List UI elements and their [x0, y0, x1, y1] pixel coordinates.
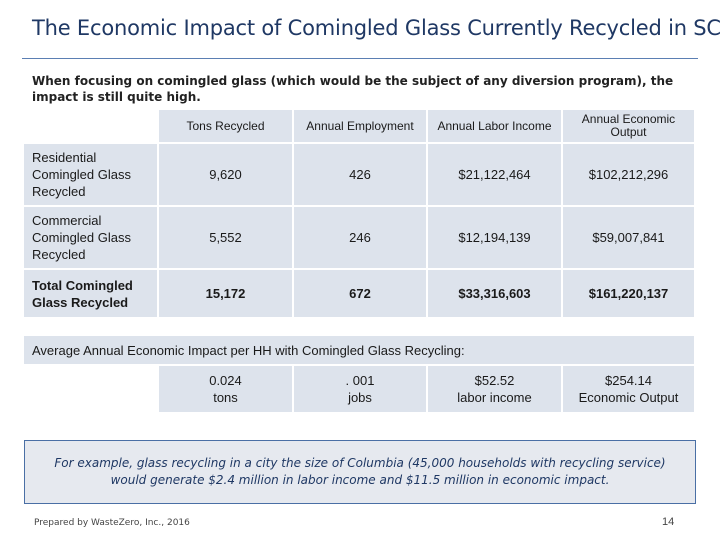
avg-labor-income-value: $52.52 — [474, 373, 515, 388]
avg-tons: 0.024 tons — [159, 366, 292, 412]
residential-economic-output: $102,212,296 — [563, 144, 694, 205]
commercial-economic-output: $59,007,841 — [563, 207, 694, 268]
callout-text: For example, glass recycling in a city t… — [54, 456, 666, 487]
avg-tons-unit: tons — [213, 390, 238, 405]
header-annual-labor-income: Annual Labor Income — [428, 110, 561, 142]
commercial-employment: 246 — [294, 207, 426, 268]
avg-economic-output: $254.14 Economic Output — [563, 366, 694, 412]
average-impact-banner: Average Annual Economic Impact per HH wi… — [24, 336, 694, 364]
footer-credit: Prepared by WasteZero, Inc., 2016 — [34, 518, 190, 528]
row-label-residential: Residential Comingled Glass Recycled — [24, 144, 157, 205]
avg-labor-income-unit: labor income — [457, 390, 532, 405]
commercial-labor-income: $12,194,139 — [428, 207, 561, 268]
header-tons-recycled: Tons Recycled — [159, 110, 292, 142]
total-economic-output: $161,220,137 — [563, 270, 694, 317]
residential-tons: 9,620 — [159, 144, 292, 205]
title-divider — [22, 58, 698, 59]
residential-labor-income: $21,122,464 — [428, 144, 561, 205]
page-number: 14 — [662, 516, 675, 528]
total-employment: 672 — [294, 270, 426, 317]
header-annual-employment: Annual Employment — [294, 110, 426, 142]
example-callout: For example, glass recycling in a city t… — [24, 440, 696, 504]
avg-jobs: . 001 jobs — [294, 366, 426, 412]
total-tons: 15,172 — [159, 270, 292, 317]
row-label-commercial: Commercial Comingled Glass Recycled — [24, 207, 157, 268]
avg-economic-output-unit: Economic Output — [578, 390, 679, 405]
commercial-tons: 5,552 — [159, 207, 292, 268]
residential-employment: 426 — [294, 144, 426, 205]
page-title: The Economic Impact of Comingled Glass C… — [32, 16, 720, 40]
header-annual-economic-output: Annual Economic Output — [563, 110, 694, 142]
intro-text: When focusing on comingled glass (which … — [32, 74, 674, 104]
avg-jobs-value: . 001 — [345, 373, 375, 388]
row-label-total: Total Comingled Glass Recycled — [24, 270, 157, 317]
total-labor-income: $33,316,603 — [428, 270, 561, 317]
avg-jobs-unit: jobs — [348, 390, 372, 405]
avg-tons-value: 0.024 — [209, 373, 242, 388]
avg-economic-output-value: $254.14 — [605, 373, 652, 388]
avg-labor-income: $52.52 labor income — [428, 366, 561, 412]
